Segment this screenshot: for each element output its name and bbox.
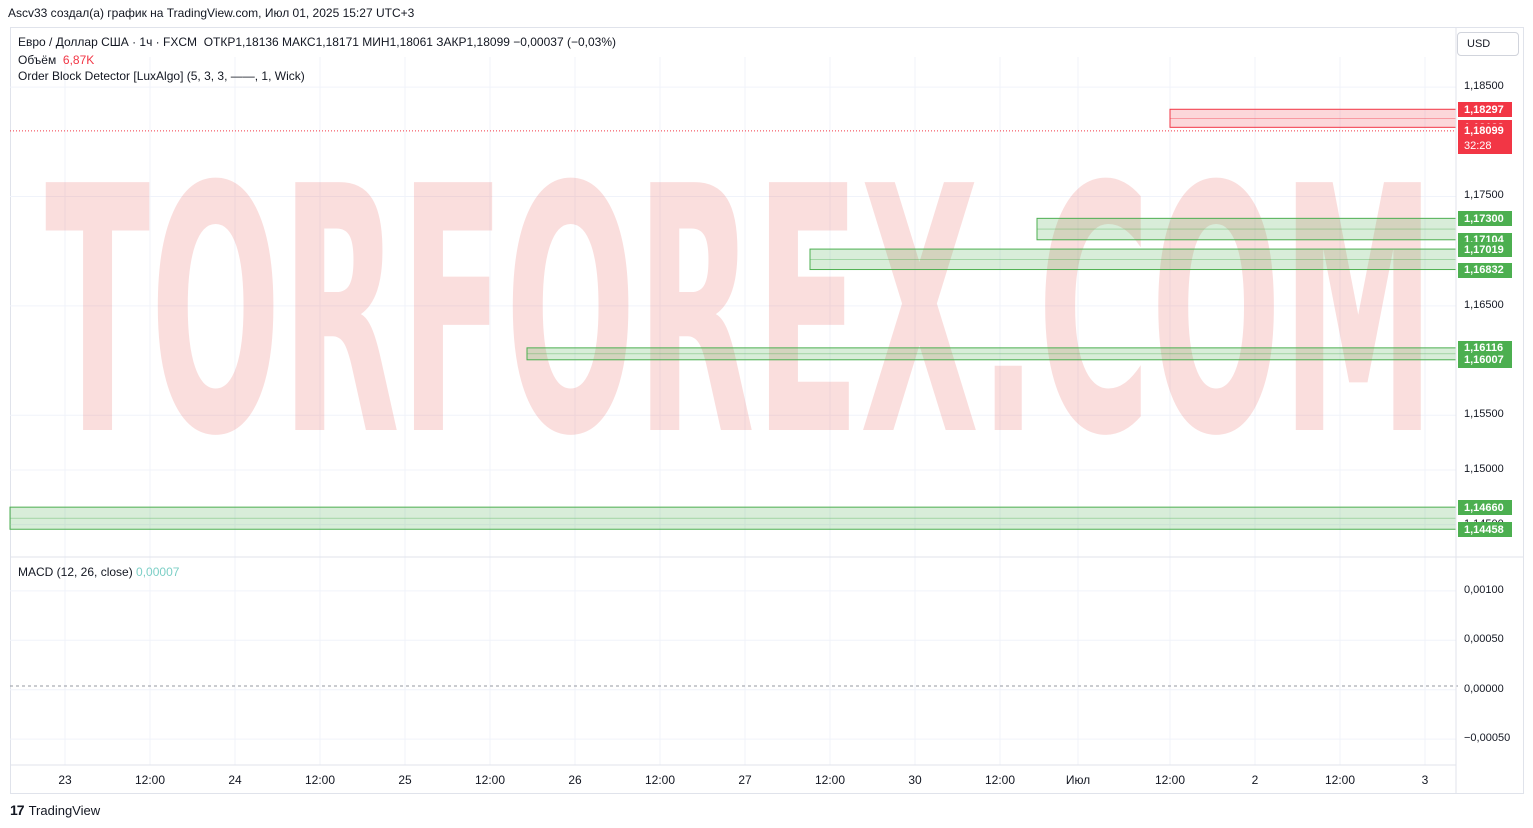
macd-label[interactable]: MACD (12, 26, close) <box>18 565 133 579</box>
time-tick-label: 12:00 <box>814 773 846 787</box>
macd-tick-label: 0,00000 <box>1464 682 1504 695</box>
time-tick-label: 12:00 <box>1154 773 1186 787</box>
time-tick-label: 3 <box>1421 773 1429 787</box>
legend-volume-line[interactable]: Объём 6,87K <box>18 53 94 67</box>
price-level-tag: 1,16007 <box>1458 352 1512 368</box>
footer-brand[interactable]: 17 TradingView <box>10 802 100 818</box>
watermark-text: TORFOREX.COM <box>45 115 1435 511</box>
price-level-tag: 1,17019 <box>1458 242 1512 258</box>
time-tick-label: 27 <box>738 773 752 787</box>
price-tick-label: 1,17500 <box>1464 189 1504 202</box>
ohlc-values: ОТКР1,18136 МАКС1,18171 МИН1,18061 ЗАКР1… <box>203 35 616 49</box>
tradingview-logo-icon: 17 <box>10 802 25 818</box>
macd-tick-label: 0,00100 <box>1464 583 1504 596</box>
grid <box>10 57 1456 765</box>
price-tick-label: 1,15500 <box>1464 408 1504 421</box>
price-level-tag: 1,18297 <box>1458 102 1512 118</box>
macd-tick-label: 0,00050 <box>1464 633 1504 646</box>
indicator-name[interactable]: Order Block Detector [LuxAlgo] (5, 3, 3,… <box>18 69 305 83</box>
time-tick-label: 12:00 <box>984 773 1016 787</box>
time-tick-label: 23 <box>58 773 72 787</box>
volume-label: Объём <box>18 53 57 67</box>
price-level-tag: 1,14458 <box>1458 522 1512 538</box>
time-tick-label: 12:00 <box>474 773 506 787</box>
tradingview-brand: TradingView <box>28 802 101 818</box>
time-tick-label: 2 <box>1251 773 1259 787</box>
time-tick-label: 12:00 <box>644 773 676 787</box>
volume-value: 6,87K <box>62 53 95 67</box>
price-level-tag: 1,16832 <box>1458 262 1512 278</box>
price-level-tag: 1,18099 <box>1458 123 1512 139</box>
price-tick-label: 1,18500 <box>1464 80 1504 93</box>
time-tick-label: 26 <box>568 773 582 787</box>
time-tick-label: 12:00 <box>304 773 336 787</box>
chart-frame <box>10 27 1524 794</box>
price-tick-label: 1,15000 <box>1464 462 1504 475</box>
symbol-name[interactable]: Евро / Доллар США · 1ч · FXCM <box>18 35 198 49</box>
time-tick-label: 12:00 <box>1324 773 1356 787</box>
legend-symbol-line[interactable]: Евро / Доллар США · 1ч · FXCM ОТКР1,1813… <box>18 35 616 49</box>
time-tick-label: 24 <box>228 773 242 787</box>
chart-attribution: Ascv33 создал(а) график на TradingView.c… <box>8 6 415 20</box>
time-tick-label: 12:00 <box>134 773 166 787</box>
time-tick-label: 25 <box>398 773 412 787</box>
time-tick-label: Июл <box>1065 773 1091 787</box>
price-level-tag: 1,14660 <box>1458 500 1512 516</box>
macd-tick-label: −0,00050 <box>1464 732 1511 745</box>
price-level-tag: 1,17300 <box>1458 211 1512 227</box>
currency-button[interactable]: USD <box>1457 32 1519 56</box>
price-tick-label: 1,16500 <box>1464 298 1504 311</box>
watermark: TORFOREX.COM <box>45 115 1435 511</box>
price-level-tag: 1,16116 <box>1458 340 1512 356</box>
macd-value: 0,00007 <box>136 565 180 579</box>
legend-indicator-line[interactable]: Order Block Detector [LuxAlgo] (5, 3, 3,… <box>18 69 305 83</box>
bar-countdown: 32:28 <box>1458 138 1512 154</box>
time-tick-label: 30 <box>908 773 922 787</box>
macd-legend[interactable]: MACD (12, 26, close) 0,00007 <box>18 565 179 579</box>
